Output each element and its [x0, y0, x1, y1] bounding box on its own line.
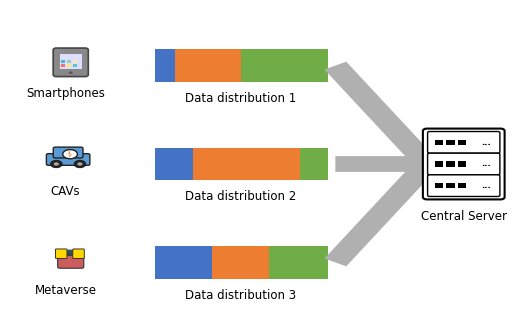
FancyBboxPatch shape	[61, 250, 81, 256]
FancyBboxPatch shape	[428, 153, 500, 175]
Bar	[155, 246, 212, 279]
Bar	[67, 60, 71, 64]
FancyBboxPatch shape	[53, 48, 88, 76]
Text: Smartphones: Smartphones	[26, 87, 105, 100]
Bar	[73, 64, 78, 67]
Bar	[435, 161, 443, 167]
Bar	[446, 161, 455, 167]
Text: CAVs: CAVs	[51, 185, 80, 198]
Bar	[212, 246, 269, 279]
Bar	[176, 49, 241, 82]
Bar	[446, 183, 455, 188]
Text: Data distribution 3: Data distribution 3	[185, 289, 297, 302]
FancyBboxPatch shape	[56, 249, 67, 258]
Circle shape	[50, 160, 62, 168]
Circle shape	[62, 251, 80, 262]
Circle shape	[78, 162, 83, 166]
Polygon shape	[324, 164, 433, 266]
Circle shape	[63, 150, 78, 159]
FancyBboxPatch shape	[428, 132, 500, 153]
Bar	[435, 183, 443, 188]
Bar	[73, 60, 78, 64]
Text: Central Server: Central Server	[421, 210, 507, 223]
Bar	[61, 64, 66, 67]
Polygon shape	[68, 150, 72, 158]
Text: ...: ...	[482, 138, 491, 147]
Bar	[193, 148, 300, 180]
Bar	[435, 140, 443, 145]
Bar	[61, 60, 66, 64]
FancyBboxPatch shape	[60, 254, 81, 259]
FancyBboxPatch shape	[53, 147, 83, 158]
Bar	[269, 246, 328, 279]
Text: Data distribution 2: Data distribution 2	[185, 190, 297, 203]
Polygon shape	[335, 152, 427, 176]
Bar	[60, 54, 82, 69]
Bar	[458, 161, 466, 167]
Bar	[458, 140, 466, 145]
Bar	[458, 183, 466, 188]
FancyBboxPatch shape	[58, 255, 84, 268]
FancyBboxPatch shape	[423, 129, 505, 199]
Text: ...: ...	[482, 159, 491, 169]
Text: ...: ...	[482, 181, 491, 190]
Text: Data distribution 1: Data distribution 1	[185, 92, 297, 105]
FancyBboxPatch shape	[428, 175, 500, 196]
Bar	[67, 64, 71, 67]
Bar	[155, 148, 193, 180]
Text: Metaverse: Metaverse	[35, 284, 96, 297]
Circle shape	[74, 160, 85, 168]
Bar	[446, 140, 455, 145]
Circle shape	[69, 72, 73, 74]
Bar	[300, 148, 328, 180]
Polygon shape	[324, 62, 433, 164]
FancyBboxPatch shape	[73, 249, 84, 258]
Bar	[155, 49, 176, 82]
Circle shape	[54, 162, 59, 166]
FancyBboxPatch shape	[46, 154, 90, 165]
Bar	[241, 49, 328, 82]
